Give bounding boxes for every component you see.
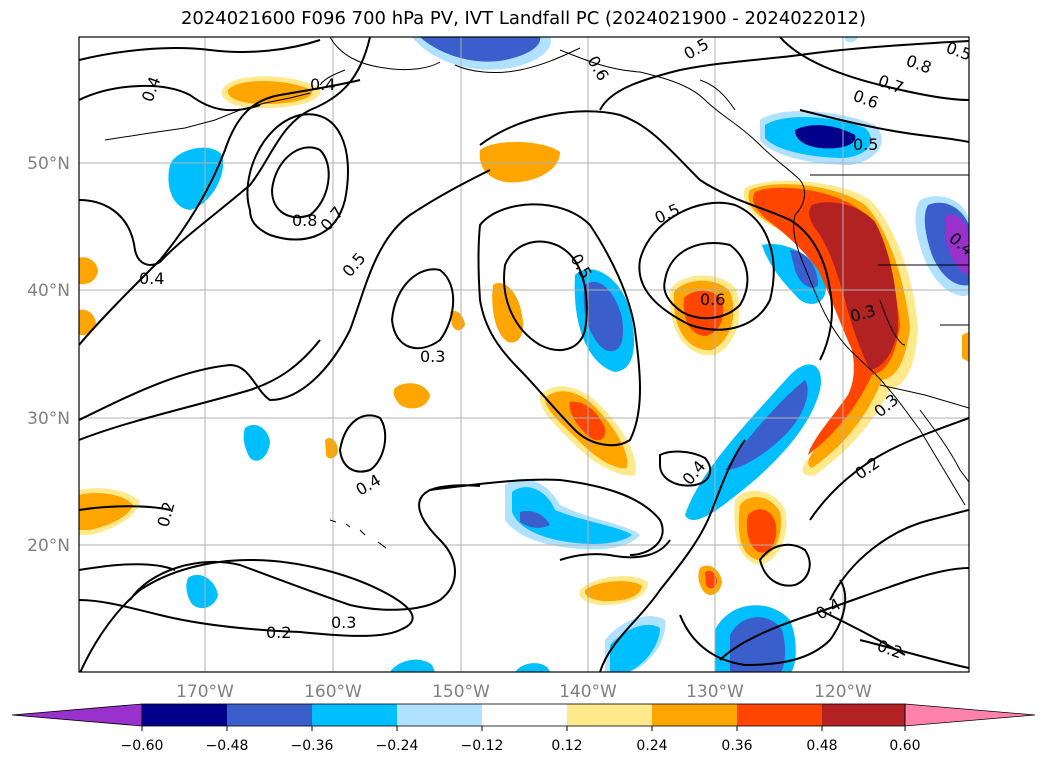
colorbar-extend-right [904,703,1036,727]
colorbar-segment [567,704,652,726]
positive-anomalies [79,76,969,606]
coastlines [104,37,969,549]
colorbar-segment [312,704,397,726]
gridlines [79,37,969,672]
contour-label: 0.2 [266,623,291,642]
lon-labels: 170°W 160°W 150°W 140°W 130°W 120°W [176,682,872,702]
colorbar-segment [227,704,312,726]
lon-label: 120°W [814,682,872,702]
colorbar-segment [822,704,905,726]
lon-label: 170°W [176,682,234,702]
colorbar-tick-label: −0.24 [376,738,419,754]
contours [79,37,969,672]
colorbar-tick-label: 0.12 [551,738,582,754]
colorbar-tick-label: 0.48 [806,738,837,754]
lon-label: 160°W [304,682,362,702]
colorbar-segment [397,704,482,726]
lon-label: 150°W [432,682,490,702]
colorbar-tick-label: −0.36 [291,738,334,754]
lat-label: 30°N [27,409,70,429]
colorbar-segment [737,704,822,726]
colorbar-tick-label: −0.48 [206,738,249,754]
lon-label: 130°W [686,682,744,702]
anomaly-shading [79,37,969,672]
contour-label: 0.4 [139,269,164,288]
contour-label: 0.4 [310,75,335,94]
colorbar-extend-left [11,703,143,727]
map-panel: 0.4 0.5 0.6 0.5 0.7 0.8 0.6 0.5 0.4 0.8 … [79,37,969,672]
lat-label: 20°N [27,536,70,556]
colorbar-tick-label: −0.12 [461,738,504,754]
negative-anomalies [168,37,969,672]
lon-label: 140°W [559,682,617,702]
lat-label: 50°N [27,154,70,174]
colorbar: −0.60 −0.48 −0.36 −0.24 −0.12 0.12 0.24 … [11,703,1036,754]
lat-label: 40°N [27,281,70,301]
colorbar-tick-label: 0.24 [636,738,667,754]
lat-labels: 50°N 40°N 30°N 20°N [27,154,70,556]
map-title: 2024021600 F096 700 hPa PV, IVT Landfall… [180,8,867,29]
colorbar-segment [482,704,567,726]
contour-label: 0.5 [853,135,878,154]
colorbar-tick-label: −0.60 [121,738,164,754]
contour-label: 0.3 [420,347,445,366]
contour-label: 0.3 [331,613,356,632]
colorbar-segment [652,704,737,726]
contour-label: 0.6 [700,290,725,309]
contour-label: 0.8 [292,211,317,230]
colorbar-tick-label: 0.60 [889,738,920,754]
colorbar-segment [142,704,227,726]
colorbar-tick-label: 0.36 [721,738,752,754]
map-frame [78,36,970,673]
